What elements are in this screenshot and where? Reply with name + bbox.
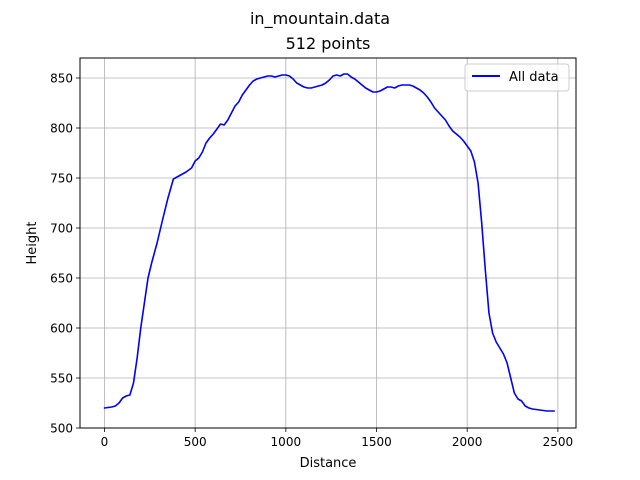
y-tick-label: 550 bbox=[50, 372, 73, 386]
axes-frame bbox=[79, 57, 577, 429]
x-tick-label: 1500 bbox=[361, 435, 392, 449]
legend: All data bbox=[464, 63, 570, 92]
legend-box bbox=[464, 63, 570, 92]
y-axis-ticks: 500 550 600 650 700 750 800 850 bbox=[50, 72, 80, 436]
y-tick-label: 600 bbox=[50, 322, 73, 336]
y-tick-label: 500 bbox=[50, 422, 73, 436]
y-tick-label: 750 bbox=[50, 172, 73, 186]
y-tick-label: 800 bbox=[50, 122, 73, 136]
data-series bbox=[103, 73, 556, 412]
x-tick-label: 1000 bbox=[271, 435, 302, 449]
series-line bbox=[103, 73, 556, 412]
grid-lines bbox=[80, 58, 576, 429]
x-tick-label: 2000 bbox=[452, 435, 483, 449]
x-axis-label: Distance bbox=[300, 456, 357, 471]
x-axis-ticks: 0 500 1000 1500 2000 2500 bbox=[101, 428, 573, 449]
y-axis-label: Height bbox=[25, 222, 40, 265]
x-tick-label: 2500 bbox=[543, 435, 574, 449]
x-tick-label: 0 bbox=[101, 435, 109, 449]
y-tick-label: 700 bbox=[50, 222, 73, 236]
y-tick-label: 850 bbox=[50, 72, 73, 86]
legend-label: All data bbox=[509, 70, 559, 85]
x-tick-label: 500 bbox=[184, 435, 207, 449]
y-tick-label: 650 bbox=[50, 272, 73, 286]
chart-title: 512 points bbox=[286, 34, 371, 53]
chart-suptitle: in_mountain.data bbox=[250, 9, 390, 29]
